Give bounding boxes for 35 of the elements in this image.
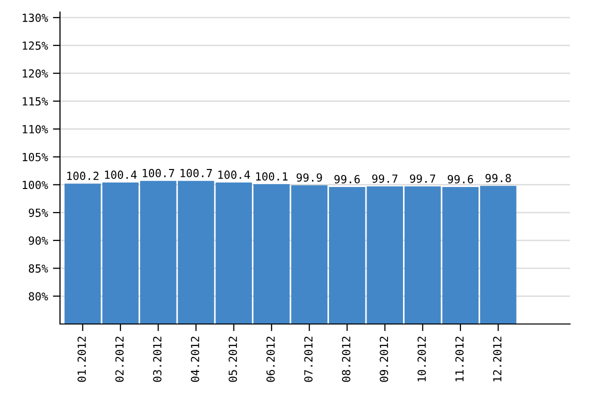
data-label: 99.9: [296, 173, 322, 182]
x-tick-label: 12.2012: [493, 336, 502, 382]
y-tick-label: 100%: [22, 180, 48, 190]
x-tick-label: 11.2012: [455, 336, 464, 382]
data-label: 99.7: [372, 174, 398, 183]
x-tick-label: 08.2012: [342, 336, 350, 382]
y-tick-label: 105%: [22, 152, 48, 162]
y-tick-label: 95%: [28, 208, 48, 217]
y-tick-label: 80%: [28, 292, 48, 301]
x-tick-label: 03.2012: [153, 336, 162, 382]
data-label: 100.7: [180, 168, 212, 178]
x-tick-label: 04.2012: [190, 336, 200, 382]
y-tick-label: 125%: [22, 41, 48, 50]
data-label: 99.6: [448, 174, 474, 184]
y-tick-label: 90%: [28, 236, 48, 245]
x-tick-label: 10.2012: [418, 336, 426, 382]
y-tick-label: 120%: [22, 69, 48, 78]
data-label: 100.2: [67, 172, 98, 180]
y-tick-label: 115%: [22, 97, 48, 106]
data-label: 99.8: [486, 174, 511, 182]
y-tick-label: 110%: [22, 125, 48, 134]
data-label: 100.4: [105, 170, 137, 179]
x-tick-label: 05.2012: [228, 336, 238, 382]
data-label: 99.6: [334, 174, 360, 184]
x-tick-label: 07.2012: [304, 336, 313, 382]
x-tick-label: 01.2012: [78, 336, 86, 382]
data-label: 100.1: [256, 172, 288, 181]
data-label: 100.7: [142, 168, 174, 178]
data-label: 100.4: [218, 170, 250, 179]
x-tick-label: 09.2012: [380, 336, 388, 382]
y-tick-label: 85%: [28, 264, 48, 273]
x-tick-label: 06.2012: [266, 336, 275, 382]
x-tick-label: 02.2012: [115, 336, 124, 382]
y-tick-label: 130%: [22, 14, 48, 22]
data-label: 99.7: [410, 174, 436, 183]
